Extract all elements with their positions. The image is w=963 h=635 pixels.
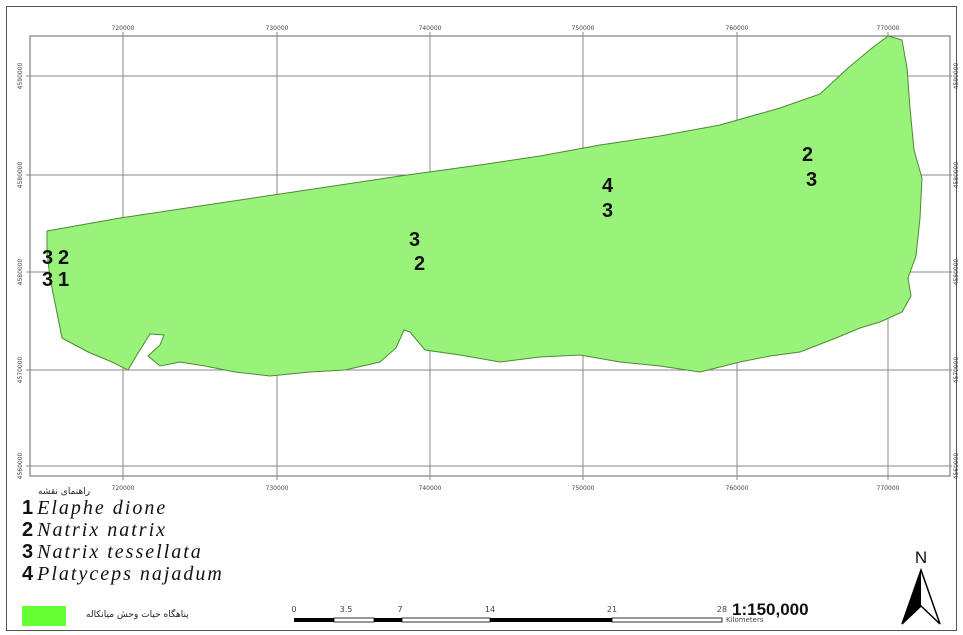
map-frame (6, 6, 957, 631)
legend-species-row: 1 Elaphe dione (22, 497, 342, 519)
y-tick-left: 4590000 (17, 62, 24, 89)
north-label: N (915, 548, 927, 567)
scale-seg (294, 618, 334, 622)
x-tick-bottom: 770000 (877, 485, 900, 492)
site-label: 3 (806, 169, 817, 191)
scale-seg (374, 618, 402, 622)
x-tick-top: 720000 (112, 25, 135, 32)
y-tick-left: 4560000 (17, 452, 24, 479)
site-label: 2 (802, 144, 813, 166)
x-tick-labels-bottom: 720000 730000 740000 750000 760000 77000… (112, 485, 900, 492)
scale-seg (333, 617, 375, 623)
scale-ratio: 1:150,000 (732, 600, 809, 619)
species-number: 4 (22, 563, 34, 585)
site-label: 2 (414, 253, 425, 275)
y-tick-labels-left: 4590000 4580000 4580000 4570000 4560000 (17, 62, 24, 479)
legend-species-row: 2 Natrix natrix (22, 519, 342, 541)
scale-seg (611, 617, 723, 623)
site-label: 2 (58, 247, 69, 269)
x-tick-top: 760000 (726, 25, 749, 32)
species-number: 3 (22, 541, 34, 563)
x-tick-bottom: 750000 (572, 485, 595, 492)
scale-tick: 28 (717, 605, 727, 614)
y-tick-right: 4570000 (953, 356, 960, 383)
y-tick-right: 4590000 (953, 62, 960, 89)
legend-title: راهنمای نقشه (38, 487, 91, 497)
scale-tick: 3.5 (340, 605, 353, 614)
site-label: 4 (602, 175, 614, 197)
species-name: Natrix natrix (37, 519, 168, 541)
scale-tick: 0 (291, 605, 296, 614)
x-tick-labels-top: 720000 730000 740000 750000 760000 77000… (112, 25, 900, 32)
x-tick-bottom: 730000 (266, 485, 289, 492)
y-tick-left: 4570000 (17, 356, 24, 383)
species-name: Elaphe dione (37, 497, 168, 519)
y-tick-right: 4580000 (953, 258, 960, 285)
site-label: 3 (42, 269, 53, 291)
site-label: 3 (602, 200, 613, 222)
study-area-polygon (46, 35, 923, 377)
y-tick-left: 4580000 (17, 161, 24, 188)
y-tick-labels-right: 4590000 4580000 4580000 4570000 4560000 (953, 62, 960, 479)
scale-unit: Kilometers (726, 616, 764, 624)
y-tick-left: 4580000 (17, 258, 24, 285)
x-tick-top: 770000 (877, 25, 900, 32)
north-arrow: N (901, 548, 941, 625)
species-number: 2 (22, 519, 34, 541)
map-legend: راهنمای نقشه 1 Elaphe dione 2 Natrix natri… (22, 487, 342, 585)
x-tick-bottom: 740000 (419, 485, 442, 492)
species-name: Natrix tessellata (37, 541, 203, 563)
site-label: 1 (58, 269, 69, 291)
north-arrow-fill (902, 570, 921, 624)
legend-species-row: 3 Natrix tessellata (22, 541, 342, 563)
y-tick-right: 4560000 (953, 452, 960, 479)
scale-tick: 21 (607, 605, 617, 614)
scale-tick: 7 (397, 605, 402, 614)
scale-bar: 0 3.5 7 14 21 28 Kilometers (291, 605, 763, 624)
y-tick-right: 4580000 (953, 161, 960, 188)
site-labels: 3 2 3 1 3 2 4 3 2 3 (42, 144, 817, 291)
site-label: 3 (42, 247, 53, 269)
scale-seg (401, 617, 491, 623)
scale-tick: 14 (485, 605, 495, 614)
x-tick-bottom: 720000 (112, 485, 135, 492)
area-swatch (22, 606, 66, 626)
species-name: Platyceps najadum (37, 563, 224, 585)
area-label: پناهگاه حیات وحش میانکاله (86, 610, 189, 620)
x-tick-bottom: 760000 (726, 485, 749, 492)
site-label: 3 (409, 229, 420, 251)
legend-species-row: 4 Platyceps najadum (22, 563, 342, 585)
species-number: 1 (22, 497, 34, 519)
x-tick-top: 750000 (572, 25, 595, 32)
scale-seg (490, 618, 612, 622)
x-tick-top: 730000 (266, 25, 289, 32)
x-tick-top: 740000 (419, 25, 442, 32)
